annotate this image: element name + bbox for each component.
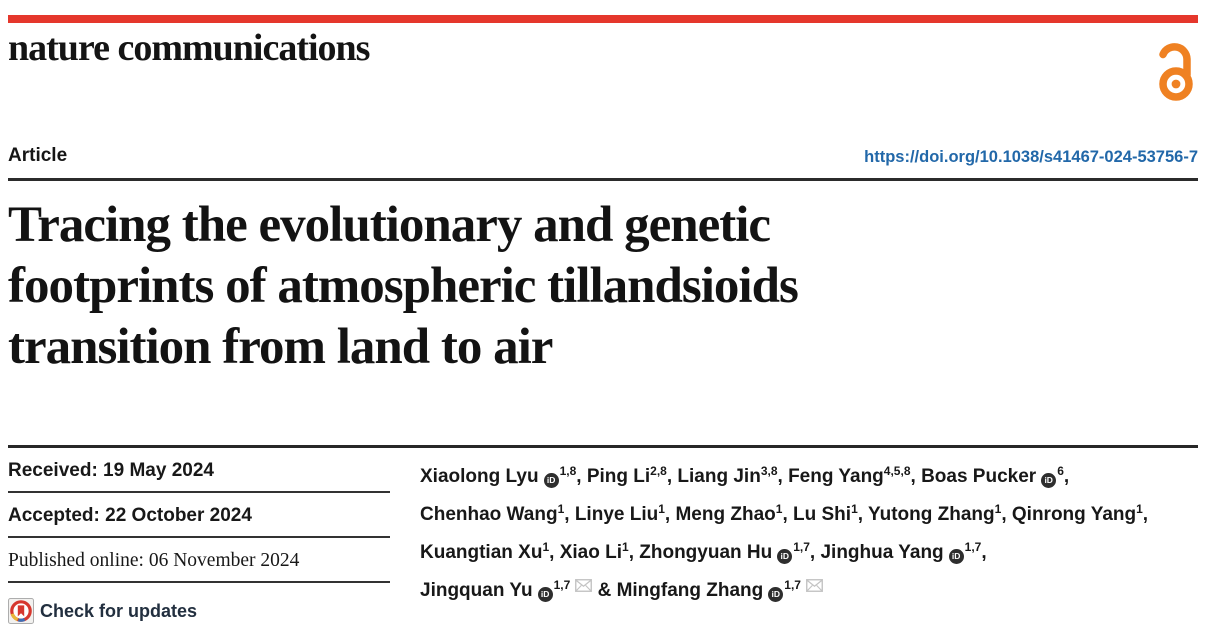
author-affiliation-superscript: 4,5,8: [883, 464, 911, 478]
open-access-icon: [1153, 42, 1199, 103]
paper-first-page: nature communications Article https://do…: [0, 15, 1219, 635]
author-name: Yutong Zhang: [867, 504, 995, 525]
author-affiliation-superscript: 1: [557, 502, 565, 516]
author-affiliation-superscript: 1,8: [559, 464, 577, 478]
orcid-icon[interactable]: iD: [537, 587, 553, 602]
article-type-label: Article: [8, 145, 68, 166]
dates-authors-section: Received: 19 May 2024 Accepted: 22 Octob…: [8, 445, 1198, 635]
author-line: Chenhao Wang1, Linye Liu1, Meng Zhao1, L…: [420, 502, 1149, 525]
accepted-date-row: Accepted: 22 October 2024: [8, 493, 390, 538]
doi-link[interactable]: https://doi.org/10.1038/s41467-024-53756…: [864, 148, 1198, 166]
author-name: Boas Pucker: [921, 466, 1037, 487]
author-affiliation-superscript: 1: [775, 502, 783, 516]
author-name: Mingfang Zhang: [616, 580, 764, 601]
email-envelope-icon[interactable]: [575, 570, 593, 603]
author-affiliation-superscript: 1,7: [784, 578, 801, 592]
title-line-1: Tracing the evolutionary and genetic: [8, 197, 771, 253]
journal-logo: nature communications: [8, 27, 370, 69]
brand-color-bar: [8, 15, 1198, 23]
author-name: Lu Shi: [793, 504, 852, 525]
title-line-2: footprints of atmospheric tillandsioids: [8, 258, 799, 314]
author-affiliation-superscript: 1: [622, 540, 629, 554]
author-affiliation-superscript: 1,7: [964, 540, 982, 554]
author-name: Jinghua Yang: [820, 542, 944, 563]
check-for-updates-badge[interactable]: Check for updates: [8, 598, 390, 624]
authors-block: Xiaolong Lyu iD1,8, Ping Li2,8, Liang Jin…: [420, 448, 1198, 635]
title-line-3: transition from land to air: [8, 319, 553, 375]
author-line: Kuangtian Xu1, Xiao Li1, Zhongyuan Hu iD1…: [420, 540, 987, 564]
check-for-updates-label: Check for updates: [40, 601, 198, 621]
author-affiliation-superscript: 1: [542, 540, 550, 554]
author-name: Kuangtian Xu: [420, 542, 543, 563]
email-envelope-icon[interactable]: [806, 570, 823, 603]
author-affiliation-superscript: 1: [658, 502, 665, 516]
published-date-row: Published online: 06 November 2024: [8, 538, 390, 583]
author-affiliation-superscript: 6: [1057, 464, 1064, 478]
author-name: Zhongyuan Hu: [639, 542, 773, 563]
author-name: Qinrong Yang: [1011, 504, 1137, 525]
orcid-icon[interactable]: iD: [768, 587, 784, 602]
author-name: Ping Li: [586, 466, 651, 487]
author-affiliation-superscript: 1: [1136, 502, 1143, 516]
paper-title: Tracing the evolutionary and genetic foo…: [8, 195, 1198, 378]
author-name: Chenhao Wang: [420, 504, 558, 525]
author-name: Feng Yang: [788, 466, 884, 487]
orcid-icon[interactable]: iD: [543, 473, 559, 488]
author-affiliation-superscript: 2,8: [650, 464, 667, 478]
orcid-icon[interactable]: iD: [1041, 473, 1057, 488]
author-name: Xiao Li: [559, 542, 622, 563]
author-affiliation-superscript: 3,8: [760, 464, 778, 478]
author-line: Jingquan Yu iD1,7 & Mingfang Zhang iD1,7: [420, 569, 1198, 607]
dates-column: Received: 19 May 2024 Accepted: 22 Octob…: [8, 448, 390, 635]
received-date-row: Received: 19 May 2024: [8, 448, 390, 493]
article-header-row: Article https://doi.org/10.1038/s41467-0…: [8, 146, 1198, 181]
author-affiliation-superscript: 1: [994, 502, 1002, 516]
author-name: Meng Zhao: [675, 504, 776, 525]
author-name: Linye Liu: [574, 504, 659, 525]
author-affiliation-superscript: 1,7: [793, 540, 810, 554]
author-name: Xiaolong Lyu: [420, 466, 539, 487]
crossmark-icon: [8, 598, 34, 624]
author-name: Liang Jin: [677, 466, 761, 487]
author-affiliation-superscript: 1,7: [553, 578, 571, 592]
author-affiliation-superscript: 1: [851, 502, 858, 516]
orcid-icon[interactable]: iD: [777, 549, 793, 564]
author-line: Xiaolong Lyu iD1,8, Ping Li2,8, Liang Jin…: [420, 464, 1070, 488]
orcid-icon[interactable]: iD: [948, 549, 964, 564]
author-name: Jingquan Yu: [420, 580, 533, 601]
